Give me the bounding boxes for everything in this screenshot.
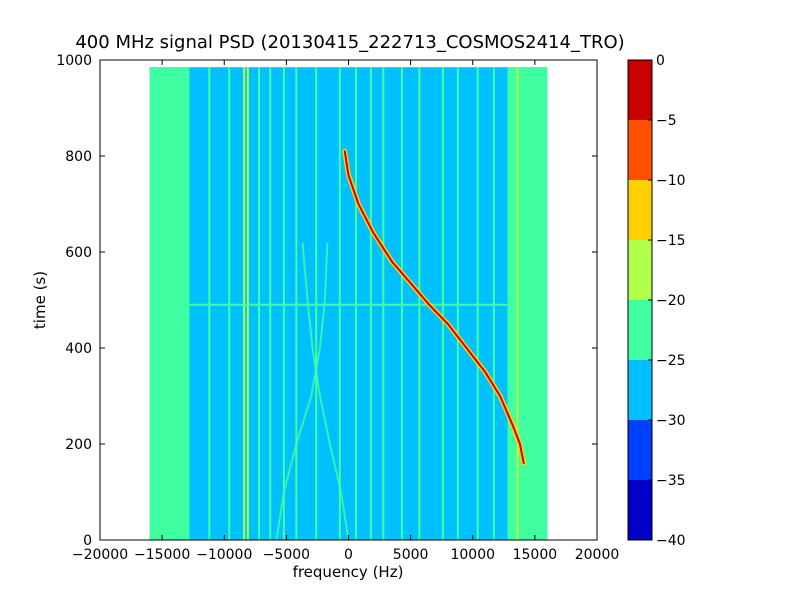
colorbar-tick-label: −25 [656,353,686,369]
colorbar-tick-label: −30 [656,413,686,429]
y-axis-label: time (s) [31,271,49,329]
faint-sweep [275,242,329,540]
heatmap-edge-band [149,67,190,540]
colorbar-segment [628,420,652,480]
y-tick-label: 600 [65,245,92,261]
colorbar-tick-label: −15 [656,233,686,249]
colorbar-segment [628,60,652,120]
heatmap-background [149,67,548,540]
colorbar: −40 −35 −30 −25 −20 −15 −10 −5 0 [627,53,686,549]
colorbar-tick-label: −20 [656,293,686,309]
x-tick-label: −20000 [72,547,128,563]
x-tick-label: 15000 [513,547,558,563]
colorbar-tick-label: −40 [656,533,686,549]
colorbar-segment [628,240,652,300]
x-axis-ticks: −20000 −15000 −10000 −5000 0 5000 10000 15000 20… [72,60,619,563]
colorbar-segment [628,360,652,420]
colorbar-segment [628,300,652,360]
colorbar-tick-label: 0 [656,53,665,69]
chart-title: 400 MHz signal PSD (20130415_222713_COSM… [75,32,624,53]
colorbar-tick-label: −5 [656,113,677,129]
x-axis-label: frequency (Hz) [293,563,404,581]
heatmap-edge-band [507,67,548,540]
signal-curve [343,150,525,465]
colorbar-segment [628,480,652,540]
faint-sweep [301,242,350,540]
x-tick-label: −5000 [263,547,310,563]
x-tick-label: 0 [344,547,353,563]
colorbar-segment [628,120,652,180]
x-tick-label: 5000 [393,547,429,563]
y-tick-label: 800 [65,149,92,165]
x-tick-label: 20000 [575,547,620,563]
x-tick-label: −10000 [196,547,252,563]
colorbar-segment [628,180,652,240]
colorbar-tick-label: −10 [656,173,686,189]
heatmap-layer [149,67,548,540]
y-tick-label: 400 [65,341,92,357]
y-axis-ticks: 0 200 400 600 800 1000 [56,53,597,549]
y-tick-label: 0 [83,533,92,549]
y-tick-label: 1000 [56,53,92,69]
x-tick-label: −15000 [134,547,190,563]
y-tick-label: 200 [65,437,92,453]
colorbar-tick-label: −35 [656,473,686,489]
x-tick-label: 10000 [450,547,495,563]
